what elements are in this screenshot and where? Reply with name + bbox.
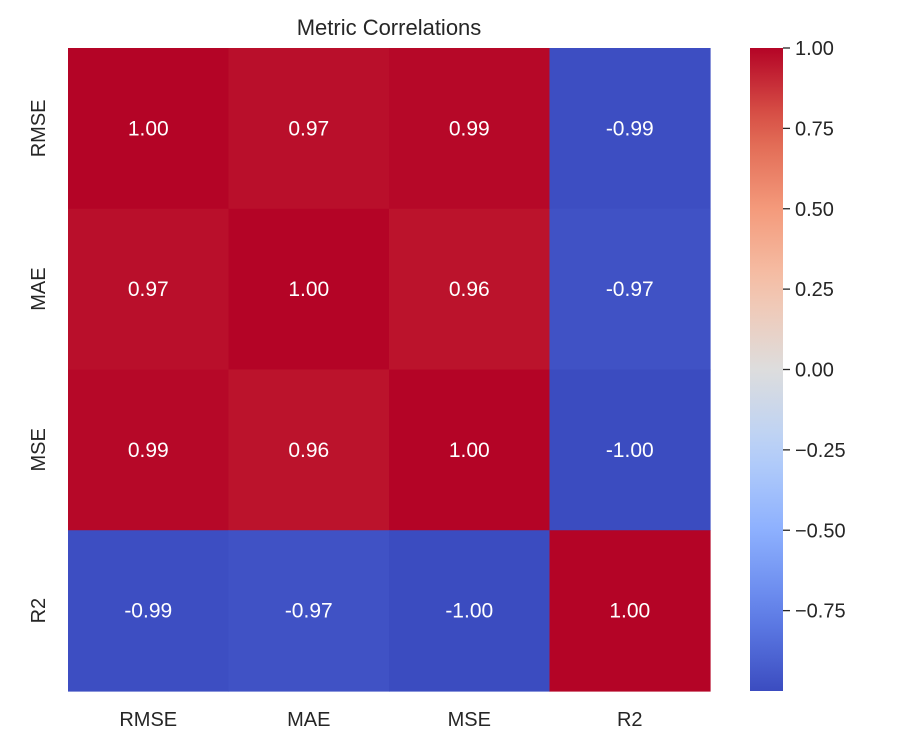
heatmap-cell-mse-mae bbox=[228, 369, 390, 531]
heatmap-cell-r2-mse bbox=[389, 530, 551, 692]
y-tick-label-rmse: RMSE bbox=[28, 99, 50, 157]
heatmap-cell-r2-r2 bbox=[549, 530, 711, 692]
cell-value-label: 1.00 bbox=[609, 600, 650, 623]
heatmap-cell-mse-rmse bbox=[68, 369, 230, 531]
cell-value-label: -0.99 bbox=[606, 117, 654, 140]
cell-value-label: -0.97 bbox=[285, 600, 333, 623]
cell-value-label: -1.00 bbox=[606, 439, 654, 462]
x-axis-tick-labels: RMSE MAE MSE R2 bbox=[119, 709, 642, 731]
cell-value-label: 0.99 bbox=[128, 439, 169, 462]
cell-value-label: 1.00 bbox=[128, 117, 169, 140]
heatmap-cell-rmse-mae bbox=[228, 48, 390, 210]
heatmap-cell-mae-rmse bbox=[68, 208, 230, 371]
cell-value-label: 0.97 bbox=[128, 278, 169, 301]
y-tick-label-mae: MAE bbox=[28, 267, 50, 310]
cell-value-label: -0.99 bbox=[124, 600, 172, 623]
heatmap-cell-rmse-r2 bbox=[549, 48, 711, 210]
heatmap-cell-mse-mse bbox=[389, 369, 551, 531]
heatmap-cell-mae-r2 bbox=[549, 208, 711, 371]
x-tick-label-rmse: RMSE bbox=[119, 709, 177, 731]
colorbar-tick-label: −0.75 bbox=[795, 601, 846, 623]
cell-value-label: 0.97 bbox=[288, 117, 329, 140]
x-tick-label-mae: MAE bbox=[287, 709, 330, 731]
colorbar-tick-label: 0.75 bbox=[795, 118, 834, 140]
heatmap-cell-rmse-rmse bbox=[68, 48, 230, 210]
colorbar-tick-label: 0.00 bbox=[795, 360, 834, 382]
x-tick-label-mse: MSE bbox=[448, 709, 491, 731]
y-tick-label-r2: R2 bbox=[28, 598, 50, 624]
heatmap-cells: 1.00 0.97 0.99 -0.99 0.97 1.00 0.96 -0.97 0.99 0.… bbox=[68, 48, 711, 692]
colorbar-tick-label: 0.25 bbox=[795, 279, 834, 301]
cell-value-label: 0.96 bbox=[449, 278, 490, 301]
colorbar-tick-label: −0.25 bbox=[795, 440, 846, 462]
colorbar-tick-label: 1.00 bbox=[795, 38, 834, 60]
y-tick-label-mse: MSE bbox=[28, 428, 50, 471]
cell-value-label: -0.97 bbox=[606, 278, 654, 301]
y-axis-tick-labels: RMSE MAE MSE R2 bbox=[28, 99, 50, 623]
heatmap-cell-r2-rmse bbox=[68, 530, 230, 692]
heatmap-cell-mae-mae bbox=[228, 208, 390, 371]
x-tick-label-r2: R2 bbox=[617, 709, 643, 731]
cell-value-label: 1.00 bbox=[449, 439, 490, 462]
chart-title: Metric Correlations bbox=[297, 15, 482, 40]
cell-value-label: 0.96 bbox=[288, 439, 329, 462]
colorbar-tick-label: 0.50 bbox=[795, 199, 834, 221]
heatmap-cell-rmse-mse bbox=[389, 48, 551, 210]
colorbar-gradient bbox=[750, 48, 783, 691]
cell-value-label: 1.00 bbox=[288, 278, 329, 301]
heatmap-cell-r2-mae bbox=[228, 530, 390, 692]
cell-value-label: -1.00 bbox=[445, 600, 493, 623]
heatmap-cell-mae-mse bbox=[389, 208, 551, 371]
heatmap-cell-mse-r2 bbox=[549, 369, 711, 531]
cell-value-label: 0.99 bbox=[449, 117, 490, 140]
colorbar-tick-label: −0.50 bbox=[795, 520, 846, 542]
colorbar: 1.00 0.75 0.50 0.25 0.00 −0.25 −0.50 −0.75 bbox=[750, 38, 846, 691]
